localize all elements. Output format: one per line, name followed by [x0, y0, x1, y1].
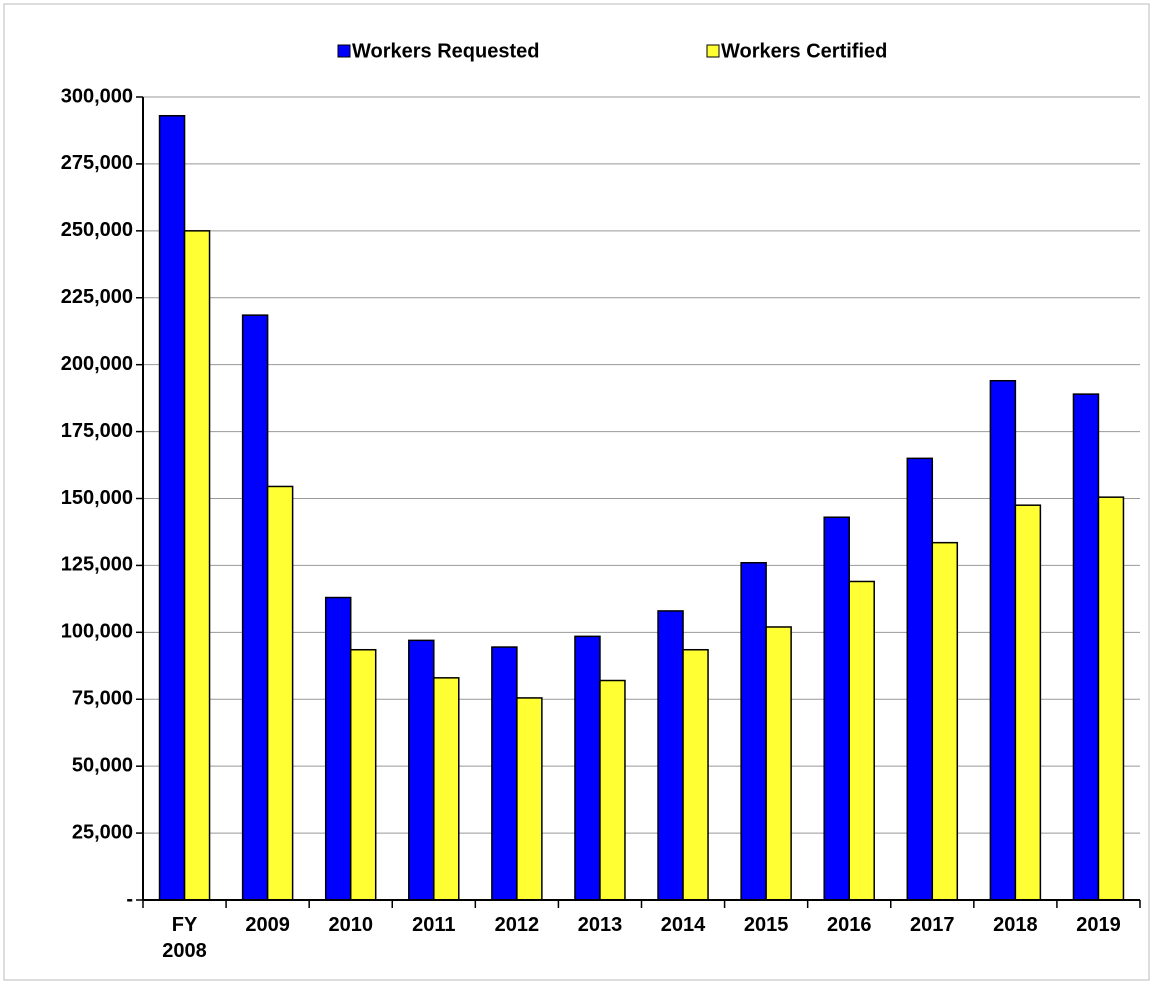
y-tick-label: 200,000: [61, 353, 133, 375]
x-tick-label: 2011: [412, 914, 456, 936]
x-tick-label: 2014: [660, 914, 706, 936]
bar: [931, 541, 959, 901]
bar: [657, 610, 684, 901]
y-tick-label: 75,000: [72, 688, 133, 710]
x-tick-label: FY 2008: [162, 914, 207, 962]
bar: [682, 648, 709, 901]
bar: [1014, 504, 1042, 901]
bar: [349, 648, 377, 901]
bar: [516, 697, 543, 901]
x-tick-label: 2018: [993, 914, 1038, 936]
y-tick-label: -: [126, 888, 133, 910]
bar: [740, 561, 767, 901]
bar: [183, 230, 211, 901]
x-tick-label: 2012: [494, 914, 540, 936]
bar: [989, 379, 1017, 901]
x-tick-label: 2010: [328, 914, 373, 936]
y-tick-label: 300,000: [61, 85, 133, 107]
y-tick-label: 50,000: [72, 754, 133, 776]
x-tick-label: 2017: [910, 914, 955, 936]
y-tick-label: 175,000: [61, 420, 133, 442]
bar: [158, 114, 186, 901]
y-tick-label: 100,000: [61, 621, 133, 643]
legend-swatch: [337, 44, 351, 58]
y-tick-label: 125,000: [61, 554, 133, 576]
bar: [1072, 393, 1100, 901]
bar: [906, 457, 934, 901]
legend-label: Workers Requested: [352, 40, 539, 62]
y-tick-label: 25,000: [72, 821, 133, 843]
x-tick-label: 2013: [577, 914, 623, 936]
x-tick-label: 2009: [245, 914, 290, 936]
y-tick-label: 275,000: [61, 152, 133, 174]
x-tick-label: 2015: [743, 914, 789, 936]
y-tick-label: 150,000: [61, 487, 133, 509]
bar: [408, 639, 435, 901]
x-tick-label: 2016: [826, 914, 872, 936]
bar: [599, 679, 626, 901]
bar: [241, 314, 269, 901]
bar: [433, 677, 460, 901]
y-tick-label: 225,000: [61, 286, 133, 308]
bar: [848, 580, 875, 901]
bar: [765, 626, 792, 901]
bar: [491, 646, 518, 901]
bar: [324, 596, 352, 901]
y-tick-label: 250,000: [61, 219, 133, 241]
legend-swatch: [706, 44, 720, 58]
bar: [266, 485, 294, 901]
bar: [574, 635, 601, 901]
bar: [823, 516, 850, 901]
legend-label: Workers Certified: [721, 40, 887, 62]
bar: [1097, 496, 1125, 901]
x-tick-label: 2019: [1076, 914, 1121, 936]
